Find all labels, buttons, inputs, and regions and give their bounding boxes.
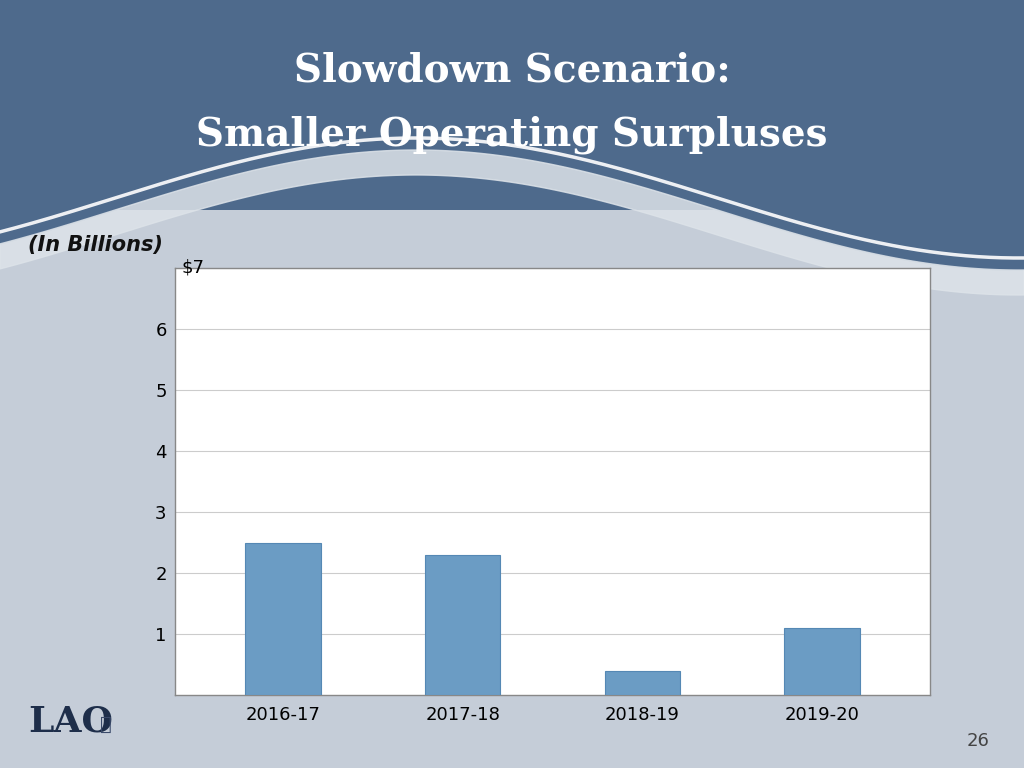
Bar <box>604 670 680 695</box>
Text: $7: $7 <box>181 259 205 277</box>
Text: Slowdown Scenario:: Slowdown Scenario: <box>294 51 730 89</box>
Bar <box>425 554 501 695</box>
Bar <box>784 628 860 695</box>
Text: Smaller Operating Surpluses: Smaller Operating Surpluses <box>197 116 827 154</box>
Bar <box>245 542 321 695</box>
Text: LAO: LAO <box>28 704 113 738</box>
Bar <box>0 0 1024 210</box>
Text: (In Billions): (In Billions) <box>28 235 163 255</box>
Text: ⛩: ⛩ <box>100 715 112 734</box>
Text: 26: 26 <box>967 732 990 750</box>
